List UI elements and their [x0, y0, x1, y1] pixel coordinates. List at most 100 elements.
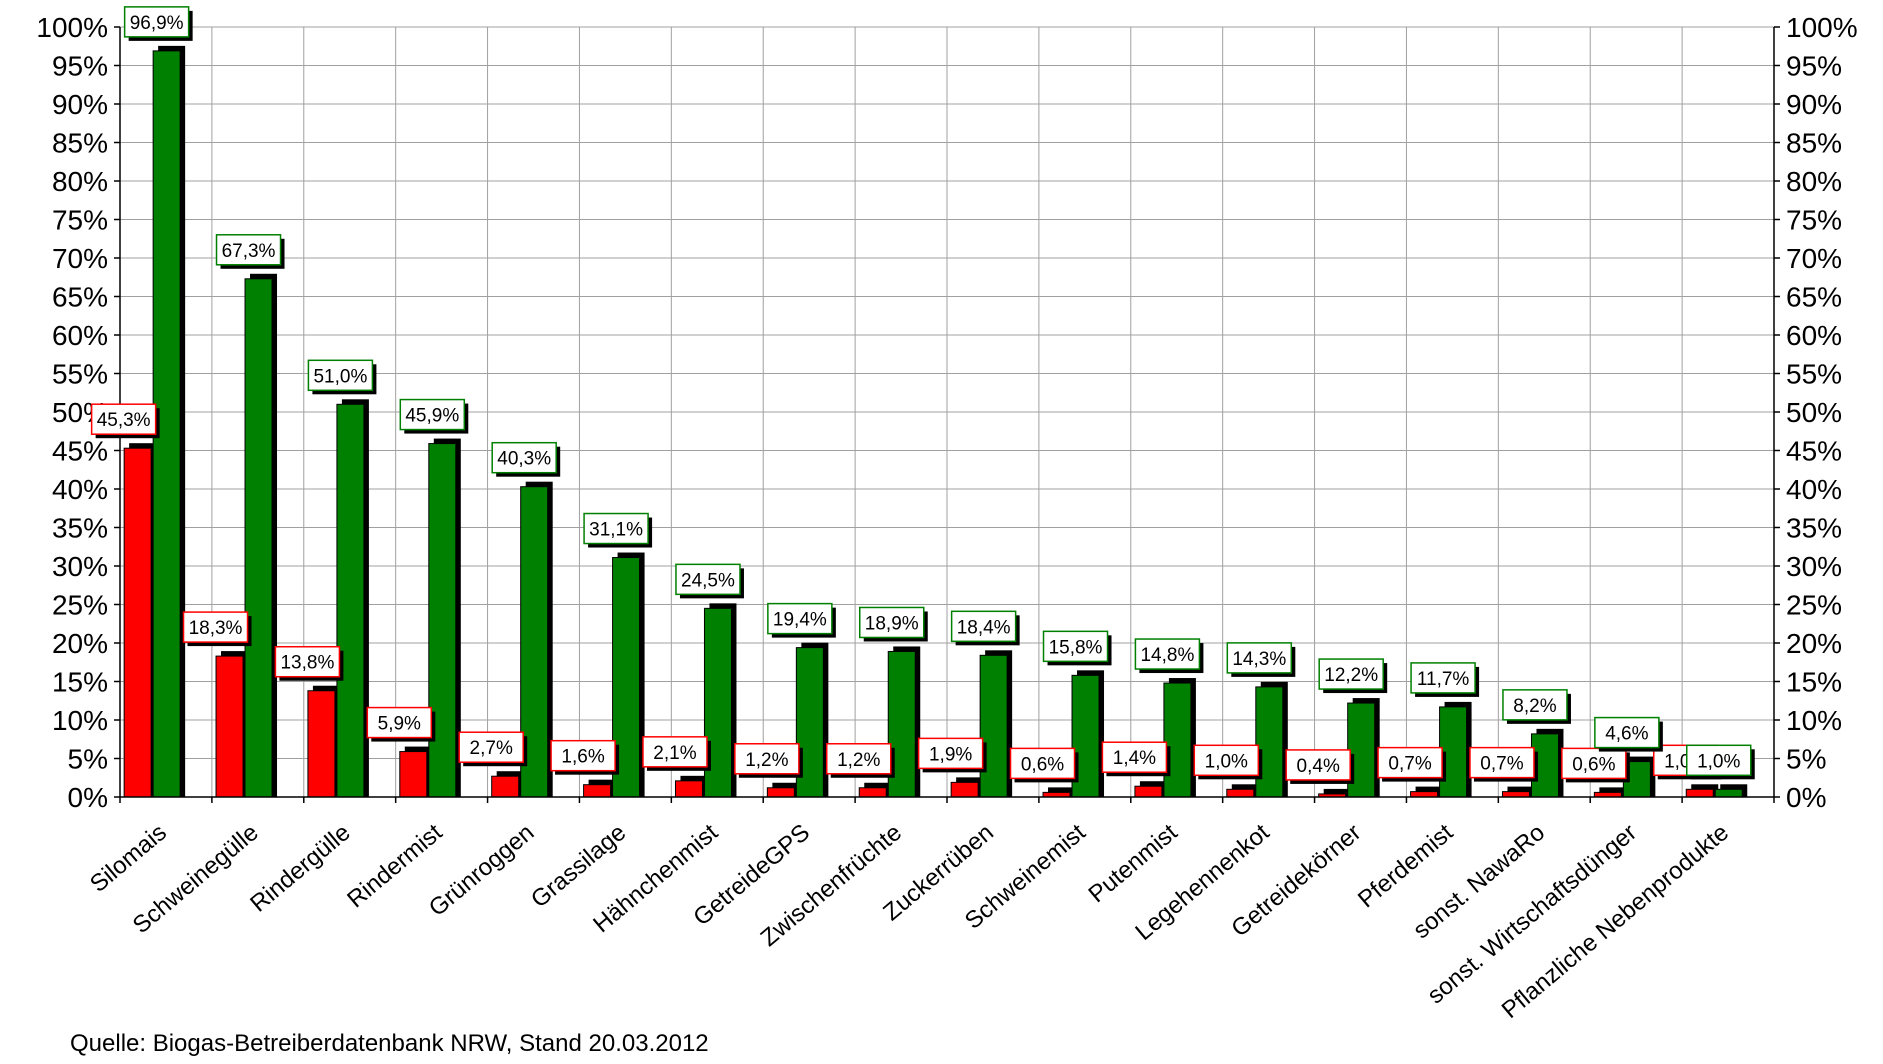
y2-tick-label: 50%	[1786, 397, 1842, 428]
data-label-box	[1561, 747, 1627, 780]
data-label-box	[1469, 746, 1535, 779]
data-label-box	[767, 602, 833, 635]
data-label-box	[1009, 747, 1076, 780]
y2-tick-label: 35%	[1786, 513, 1842, 544]
data-label-box	[950, 610, 1017, 643]
y-tick-label: 60%	[52, 320, 108, 351]
data-label-box	[399, 398, 466, 431]
y-tick-label: 25%	[52, 590, 108, 621]
bar-red	[1410, 791, 1439, 798]
y-tick-label: 10%	[52, 705, 108, 736]
y2-tick-label: 55%	[1786, 359, 1842, 390]
data-label: 67,3%	[222, 241, 276, 262]
bar-shadow	[1323, 788, 1351, 797]
y-tick-label: 65%	[52, 282, 108, 313]
data-label: 24,5%	[681, 570, 735, 591]
data-label-box	[491, 441, 557, 474]
bar-green	[1255, 686, 1284, 798]
data-label: 45,9%	[405, 406, 459, 427]
data-label-box	[1285, 749, 1351, 781]
y-tick-label: 85%	[52, 128, 108, 159]
y-tick-label: 15%	[52, 667, 108, 698]
data-label-box	[182, 611, 249, 643]
bar-red	[1685, 788, 1714, 798]
source-note: Quelle: Biogas-Betreiberdatenbank NRW, S…	[70, 1030, 709, 1057]
y2-tick-label: 95%	[1786, 51, 1842, 82]
data-label-box	[642, 736, 708, 768]
data-label-box	[307, 359, 374, 392]
bar-red	[215, 655, 244, 798]
x-tick-label: Silomais	[85, 819, 172, 898]
data-label: 1,6%	[561, 747, 604, 768]
data-label: 4,6%	[1605, 724, 1648, 745]
data-label-box	[458, 731, 524, 763]
data-label: 2,7%	[470, 738, 513, 759]
y-tick-label: 5%	[68, 744, 108, 775]
bar-green	[244, 278, 273, 798]
y-tick-label: 90%	[52, 89, 108, 120]
data-label: 18,4%	[957, 617, 1011, 638]
data-label: 19,4%	[773, 610, 827, 631]
data-label: 14,8%	[1140, 645, 1194, 666]
y2-tick-label: 80%	[1786, 166, 1842, 197]
data-label: 8,2%	[1513, 696, 1556, 717]
data-label: 45,3%	[97, 410, 151, 431]
bar-red	[1226, 788, 1255, 798]
data-label: 51,0%	[313, 366, 367, 387]
bar-green	[979, 654, 1008, 798]
data-label-box	[1101, 741, 1168, 773]
data-label: 2,1%	[653, 743, 696, 764]
y-tick-label: 70%	[52, 243, 108, 274]
y2-tick-label: 40%	[1786, 474, 1842, 505]
y2-tick-label: 90%	[1786, 89, 1842, 120]
y-tick-label: 75%	[52, 205, 108, 236]
data-label: 1,2%	[745, 750, 788, 771]
grid-lines	[119, 26, 1775, 798]
data-label-box	[550, 739, 616, 772]
bar-green	[336, 403, 365, 798]
y2-tick-label: 25%	[1786, 590, 1842, 621]
y2-tick-label: 70%	[1786, 243, 1842, 274]
bar-red	[674, 780, 703, 798]
bar-red	[1501, 791, 1530, 798]
bar-red	[950, 781, 979, 798]
bar-red	[858, 787, 887, 798]
x-tick-label: Rindergülle	[245, 819, 355, 918]
data-label-box	[366, 706, 433, 739]
data-label-box	[1193, 744, 1260, 777]
data-label-box	[1226, 642, 1293, 674]
data-label-box	[215, 234, 282, 266]
data-label: 12,2%	[1324, 665, 1378, 686]
y2-tick-label: 75%	[1786, 205, 1842, 236]
y-tick-label: 55%	[52, 359, 108, 390]
y-tick-label: 20%	[52, 628, 108, 659]
y-tick-label: 80%	[52, 166, 108, 197]
data-labels: 45,3% 18,3% 13,8% 5,9% 2,7% 1,6% 2,1% 1,2% 1,2% 1…	[90, 6, 1755, 784]
data-label-box	[1594, 716, 1660, 749]
bar-red	[123, 447, 152, 798]
bar-green	[1714, 788, 1743, 798]
y-tick-label: 95%	[52, 51, 108, 82]
data-label-box	[1685, 744, 1752, 777]
bar-red	[583, 784, 612, 798]
data-label-box	[583, 512, 649, 545]
data-label-box	[917, 737, 984, 770]
data-label: 40,3%	[497, 449, 551, 470]
data-label: 5,9%	[378, 714, 421, 735]
y2-tick-label: 10%	[1786, 705, 1842, 736]
y-tick-label: 45%	[52, 436, 108, 467]
y2-tick-label: 45%	[1786, 436, 1842, 467]
data-label: 31,1%	[589, 520, 643, 541]
y2-tick-label: 60%	[1786, 320, 1842, 351]
data-label-box	[1502, 689, 1568, 721]
data-label: 13,8%	[280, 653, 334, 674]
data-label: 0,7%	[1480, 754, 1523, 775]
bar-red	[307, 690, 336, 798]
y2-tick-label: 100%	[1786, 12, 1858, 43]
y2-tick-label: 15%	[1786, 667, 1842, 698]
data-label-box	[1318, 658, 1384, 690]
data-label-box	[1410, 662, 1476, 694]
data-label: 11,7%	[1417, 669, 1470, 690]
data-label: 0,4%	[1297, 756, 1340, 777]
